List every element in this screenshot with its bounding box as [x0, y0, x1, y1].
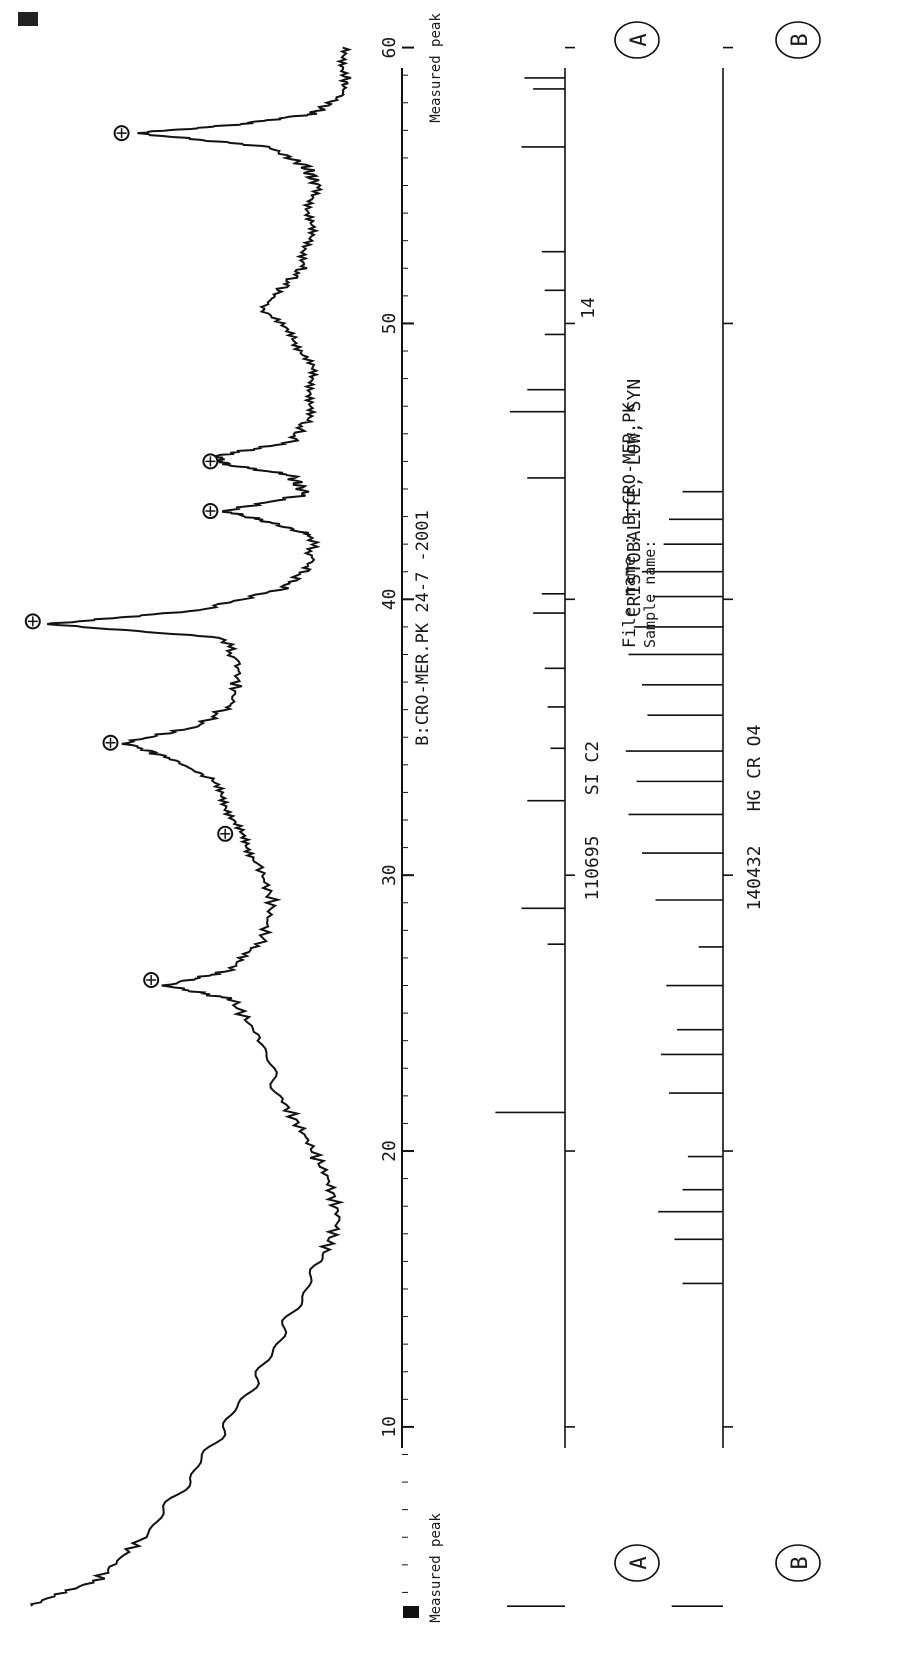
- circle-marker-a-top: A: [614, 21, 660, 59]
- tick-label-40: 40: [379, 588, 400, 610]
- measured-axis-tick-labels: 10 20 30 40 50 60: [379, 37, 400, 1438]
- peak-marker: [24, 613, 41, 630]
- peak-marker: [202, 453, 219, 470]
- peak-marker: [217, 825, 234, 842]
- cristobalite-id: 14: [578, 297, 599, 319]
- peak-marker: [202, 503, 219, 520]
- ref-a-stick-lines: [495, 77, 565, 1608]
- card-a-id: 110695: [582, 835, 603, 900]
- ref-b-stick-lines: [625, 490, 723, 1608]
- cristobalite-name: CRISTOBALITE, LOW, SYN: [624, 379, 645, 617]
- peak-marker: [102, 734, 119, 751]
- tick-label-10: 10: [379, 1416, 400, 1438]
- tick-label-30: 30: [379, 864, 400, 886]
- card-b-id: 140432: [744, 845, 765, 910]
- measured-pattern-line: [29, 46, 353, 1607]
- rotated-chart: 10 20 30 40 50 60 B:CRO-MER.PK 24-7 -200…: [18, 12, 821, 1623]
- chart-title: B:CRO-MER.PK 24-7 -2001: [413, 510, 433, 745]
- circle-marker-b-bottom: B: [775, 1544, 821, 1582]
- tick-label-60: 60: [379, 37, 400, 59]
- sample-name-line: Sample name:: [641, 540, 659, 648]
- peak-markers: [24, 125, 234, 988]
- marker-a-bottom-label: A: [627, 1556, 652, 1569]
- ref-b-axis-ticks: [723, 46, 733, 1428]
- peak-marker: [143, 972, 160, 988]
- peak-marker: [113, 125, 130, 142]
- marker-a-top-label: A: [627, 33, 652, 46]
- scan-smudge-bottom: [403, 1606, 419, 1618]
- marker-b-top-label: B: [788, 33, 813, 46]
- marker-b-bottom-label: B: [788, 1556, 813, 1569]
- ref-a-axis-ticks: [565, 46, 575, 1428]
- measured-axis-ticks: [402, 46, 414, 1593]
- tick-label-50: 50: [379, 313, 400, 335]
- measured-peak-label-top: Measured peak: [428, 13, 444, 123]
- circle-marker-b-top: B: [775, 21, 821, 59]
- file-name-line: File name : B:CRO-MER.PK: [620, 402, 640, 648]
- circle-marker-a-bottom: A: [614, 1544, 660, 1582]
- scan-smudge-top: [18, 12, 38, 26]
- measured-peak-label-bottom: Measured peak: [428, 1513, 444, 1623]
- tick-label-20: 20: [379, 1140, 400, 1162]
- card-b-formula: HG CR O4: [744, 725, 765, 812]
- card-a-formula: SI C2: [582, 741, 603, 795]
